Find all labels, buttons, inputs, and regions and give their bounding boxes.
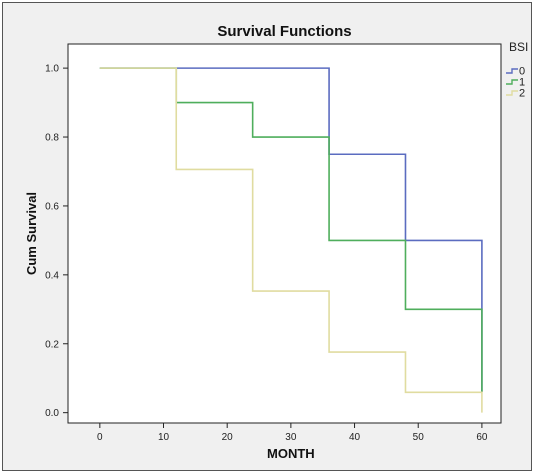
y-tick-label: 1.0 [45, 64, 59, 75]
x-tick-label: 20 [222, 432, 234, 443]
legend-symbol-2 [506, 90, 518, 96]
y-tick-label: 0.0 [45, 408, 59, 419]
y-tick-label: 0.8 [45, 133, 59, 144]
legend-title: BSI [509, 40, 528, 54]
series-layer [99, 67, 483, 413]
chart-title: Survival Functions [217, 23, 351, 40]
x-axis-title: MONTH [267, 446, 315, 461]
x-tick-label: 0 [97, 432, 103, 443]
y-tick-label: 0.4 [45, 270, 59, 281]
y-tick-label: 0.6 [45, 201, 59, 212]
x-axis: 0 10 20 30 40 50 60 [97, 423, 488, 443]
legend-label-0: 0 [519, 66, 525, 78]
legend-symbol-1 [506, 79, 518, 85]
survival-chart: 0 10 20 30 40 50 60 0.00.20.40.60.81.0 Surviva… [24, 23, 528, 461]
x-tick-label: 10 [158, 432, 170, 443]
y-axis: 0.0 0.2 0.4 0.6 0.8 1.0 [45, 64, 68, 419]
series-0-line [99, 67, 483, 392]
y-tick-label: 0.2 [45, 339, 59, 350]
x-tick-label: 60 [476, 432, 488, 443]
legend-symbol-0 [506, 68, 518, 74]
legend: BSI 012 [506, 40, 528, 100]
plot-area [67, 43, 502, 424]
series-2-line [99, 67, 483, 413]
x-tick-label: 30 [285, 432, 297, 443]
legend-label-1: 1 [519, 77, 525, 89]
x-tick-label: 50 [413, 432, 425, 443]
chart-frame: 0 10 20 30 40 50 60 0.0 0.2 0.4 0.6 0.8 1.0 Surviva… [2, 2, 532, 471]
y-axis-title: Cum Survival [24, 192, 39, 275]
x-tick-label: 40 [349, 432, 361, 443]
legend-label-2: 2 [519, 88, 525, 100]
